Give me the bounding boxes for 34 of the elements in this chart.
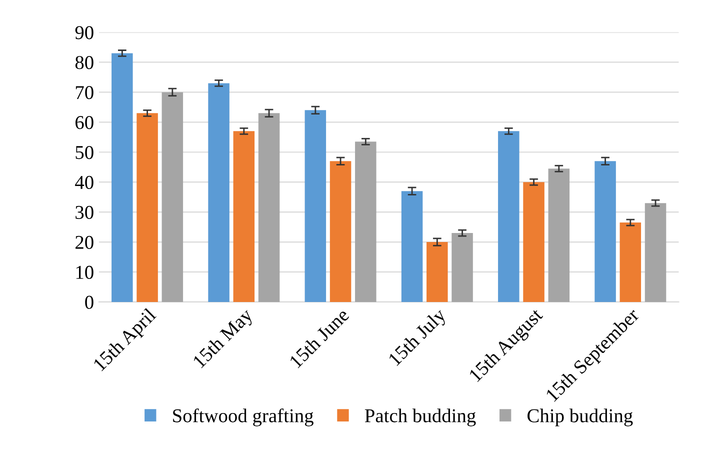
bar [452,233,473,302]
y-tick-label: 30 [76,206,94,219]
bar [426,242,448,302]
bar [208,83,230,302]
y-tick-label: 60 [76,116,94,130]
legend-label: Chip budding [528,408,633,426]
bar [594,161,616,302]
bar [136,113,158,302]
x-tick-label: 15th May [192,306,256,372]
bar [523,182,544,302]
x-tick-label: 15th July [388,306,450,369]
y-tick-label: 50 [76,146,94,160]
bar [258,113,280,302]
bar [233,131,255,302]
legend-label: Softwood grafting [173,408,314,426]
bar [548,168,570,302]
bar [355,142,376,302]
legend-label: Patch budding [364,408,476,426]
y-tick-label: 40 [75,176,94,190]
bar [304,110,326,302]
y-tick-label: 80 [75,56,94,70]
bar [620,222,642,302]
bar [330,161,352,302]
y-tick-label: 20 [76,236,94,249]
x-tick-label: 15th June [288,307,350,368]
bar [644,203,666,302]
y-tick-label: 70 [76,86,94,100]
y-tick-label: 0 [85,296,94,309]
y-tick-label: 10 [76,266,94,279]
bar [112,53,133,302]
bar [401,191,423,302]
bar [162,92,184,302]
bar [498,131,520,302]
y-tick-label: 90 [75,26,94,40]
